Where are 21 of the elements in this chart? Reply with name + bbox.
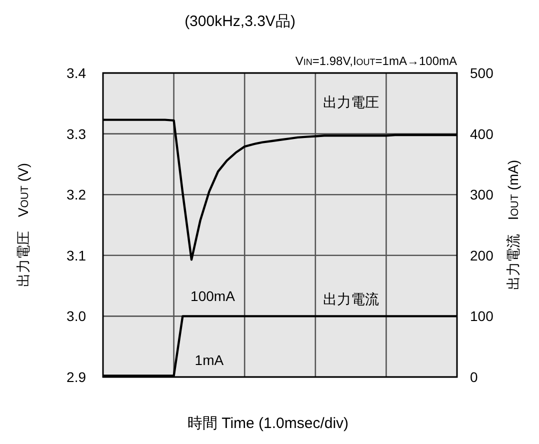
annotation: 100mA: [190, 288, 236, 304]
text: VIN=1.98V,IOUT=1mA→100mA: [295, 54, 457, 68]
y2-axis-title: 出力電流 IOUT (mA): [505, 160, 521, 290]
y-tick-label: 3.1: [66, 247, 86, 264]
y-axis-title: 出力電圧 VOUT (V): [15, 162, 31, 288]
y2-tick-label: 200: [470, 247, 494, 264]
annotation: 1mA: [194, 352, 224, 368]
y2-tick-label: 400: [470, 126, 494, 142]
x-axis-title: 時間 Time (1.0msec/div): [187, 415, 349, 432]
y-tick-label: 3.3: [66, 126, 86, 142]
y2-tick-label: 100: [470, 308, 494, 324]
y-tick-label: 3.2: [66, 186, 86, 203]
y2-tick-label: 0: [470, 369, 478, 385]
series-label: 出力電圧: [322, 94, 379, 110]
y-tick-label: 3.4: [66, 65, 86, 81]
y-tick-label: 2.9: [66, 369, 86, 385]
series-label: 出力電流: [322, 291, 379, 308]
y-tick-label: 3.0: [66, 308, 86, 324]
chart-title: (300kHz,3.3V品): [184, 13, 296, 30]
y2-tick-label: 300: [470, 186, 494, 203]
y2-tick-label: 500: [470, 65, 494, 81]
